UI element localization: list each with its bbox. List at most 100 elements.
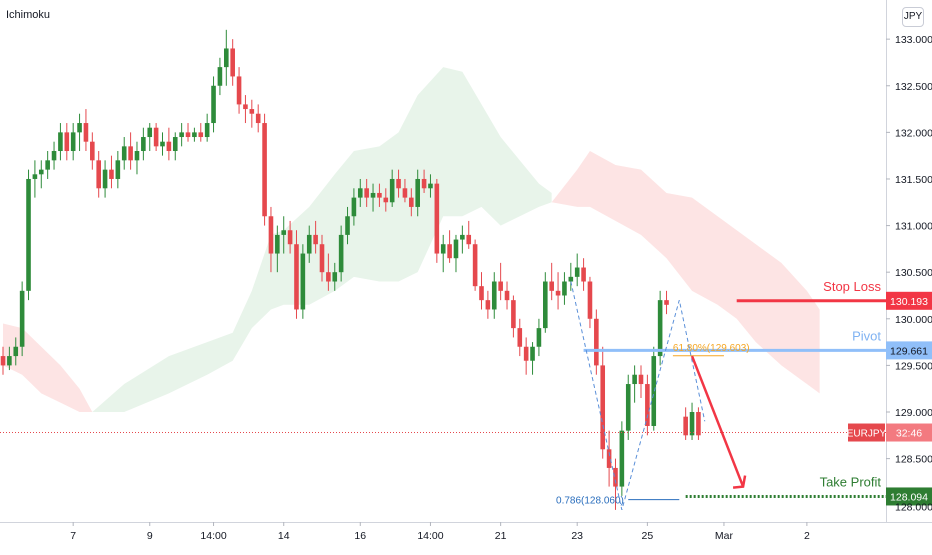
candle-body	[268, 216, 274, 254]
candle-body	[651, 356, 657, 426]
countdown-tag: 32:46	[896, 428, 922, 440]
candle-body	[683, 416, 688, 436]
candle-body	[51, 151, 57, 161]
candle-body	[255, 113, 261, 124]
candle-body	[498, 281, 503, 291]
low-price-label: 128.000	[895, 501, 932, 513]
candle-body	[332, 272, 338, 282]
candle-body	[102, 169, 108, 189]
stop-loss-label: Stop Loss	[823, 279, 881, 294]
candle-body	[434, 183, 440, 254]
candle-body	[625, 384, 631, 431]
time-tick-label: 9	[147, 530, 153, 542]
candle-body	[594, 318, 599, 366]
candle-body	[96, 160, 101, 189]
time-tick-label: 25	[642, 530, 654, 542]
candle-body	[275, 234, 280, 254]
candle-body	[696, 412, 701, 436]
price-tick-label: 130.500	[895, 267, 932, 279]
candle-body	[147, 127, 153, 138]
price-tick-label: 130.000	[895, 314, 932, 326]
time-tick-label: 14:00	[417, 530, 443, 542]
symbol-tag: EURJPY	[847, 429, 887, 440]
candle-body	[198, 132, 204, 138]
candle-body	[466, 234, 472, 245]
target-arrow-shaft	[690, 355, 745, 488]
candle-body	[115, 160, 121, 179]
candle-body	[26, 178, 31, 291]
candle-body	[536, 328, 542, 347]
candle-body	[38, 169, 44, 175]
candle-body	[172, 137, 178, 152]
candle-body	[166, 141, 172, 152]
candle-body	[351, 197, 357, 217]
candle-body	[64, 132, 70, 152]
candle-body	[204, 123, 210, 138]
take-profit-label: Take Profit	[820, 474, 882, 489]
time-tick-label: 7	[70, 530, 76, 542]
candle-body	[357, 188, 363, 198]
currency-button[interactable]: JPY	[902, 7, 924, 27]
candle-body	[236, 76, 242, 105]
candle-body	[523, 346, 529, 361]
candle-body	[389, 178, 395, 203]
candle-body	[453, 239, 459, 259]
candle-body	[645, 384, 650, 426]
fib-786-label: 0.786(128.060)	[556, 496, 624, 507]
time-tick-label: 16	[354, 530, 366, 542]
candle-body	[574, 267, 580, 277]
price-tick-label: 129.500	[895, 360, 932, 372]
time-tick-label: 23	[571, 530, 583, 542]
candle-body	[90, 141, 95, 161]
candle-body	[396, 178, 401, 189]
candle-body	[377, 192, 382, 198]
candle-body	[491, 281, 497, 310]
candle-body	[632, 374, 637, 385]
candle-body	[606, 449, 612, 468]
candle-body	[517, 328, 523, 347]
candle-body	[19, 290, 25, 347]
price-tick-label: 131.500	[895, 174, 932, 186]
candle-body	[440, 244, 446, 254]
candle-body	[409, 197, 414, 207]
pivot-price-tag: 129.661	[890, 345, 928, 357]
candle-body	[13, 346, 19, 357]
swing-dashed-path	[570, 281, 706, 511]
pivot-price-tag-bg	[886, 341, 932, 360]
candle-body	[530, 346, 535, 361]
candle-body	[121, 146, 127, 161]
candle-body	[689, 412, 695, 436]
pivot-label: Pivot	[852, 328, 881, 343]
candle-body	[345, 216, 350, 235]
candle-body	[77, 123, 82, 133]
countdown-tag-bg	[886, 423, 932, 442]
take-profit-price-tag: 128.094	[890, 491, 928, 503]
candle-body	[217, 67, 223, 86]
candle-body	[638, 374, 644, 385]
candle-body	[619, 430, 625, 487]
candle-body	[185, 132, 191, 138]
candle-body	[287, 230, 293, 245]
candle-body	[613, 467, 618, 487]
fib-61-label: 61.80%(129.603)	[673, 343, 750, 354]
candle-body	[383, 197, 389, 203]
candle-body	[300, 253, 306, 310]
time-axis[interactable]: 7 9 14:00 14 16 14:00 21 23 25 Mar 2	[70, 522, 810, 542]
time-tick-label: 14	[278, 530, 290, 542]
candle-body	[211, 85, 216, 124]
candle-body	[179, 132, 184, 138]
candle-body	[153, 127, 159, 147]
candle-body	[472, 244, 478, 287]
candle-body	[192, 132, 197, 138]
price-axis[interactable]: 133.000 132.500 132.000 131.500 131.000 130.5…	[886, 34, 932, 513]
target-arrow-head	[732, 475, 747, 489]
take-profit-price-tag-bg	[886, 487, 932, 506]
candle-body	[562, 281, 567, 296]
time-tick-label: Mar	[715, 530, 734, 542]
candle-body	[0, 356, 6, 366]
indicator-label[interactable]: Ichimoku	[6, 9, 51, 21]
candle-body	[134, 151, 140, 161]
price-tick-label: 128.500	[895, 454, 932, 466]
